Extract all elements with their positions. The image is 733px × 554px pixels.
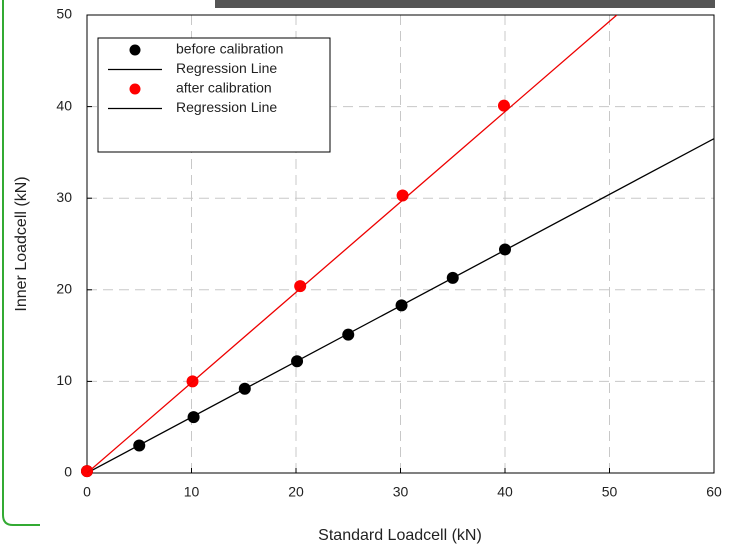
data-point (187, 411, 200, 424)
y-tick-label: 20 (56, 281, 72, 297)
data-point (81, 465, 93, 478)
legend-marker (129, 83, 141, 95)
regression-line (87, 15, 618, 473)
legend-marker (129, 44, 141, 56)
x-tick-label: 10 (184, 484, 200, 500)
x-tick-label: 40 (497, 484, 513, 500)
y-tick-label: 50 (56, 6, 72, 22)
x-tick-label: 50 (602, 484, 618, 500)
frame-border (2, 0, 40, 526)
y-tick-label: 10 (56, 372, 72, 388)
data-point (497, 99, 510, 112)
legend-label: after calibration (176, 80, 272, 96)
legend-box (97, 37, 331, 153)
plot-frame (86, 14, 715, 474)
y-tick-label: 0 (64, 464, 72, 480)
y-tick-label: 40 (56, 97, 72, 113)
data-point (294, 280, 307, 293)
photo-strip (215, 0, 715, 8)
x-axis-label: Standard Loadcell (kN) (318, 527, 482, 544)
legend-label: Regression Line (176, 99, 277, 115)
legend-label: before calibration (176, 41, 283, 57)
legend-label: Regression Line (176, 60, 277, 76)
x-tick-label: 0 (83, 484, 91, 500)
data-point (342, 328, 355, 341)
y-axis-label: Inner Loadcell (kN) (13, 176, 30, 311)
regression-line (87, 138, 714, 473)
x-tick-label: 60 (706, 484, 722, 500)
x-tick-label: 20 (288, 484, 304, 500)
y-tick-label: 30 (56, 189, 72, 205)
x-tick-label: 30 (393, 484, 409, 500)
